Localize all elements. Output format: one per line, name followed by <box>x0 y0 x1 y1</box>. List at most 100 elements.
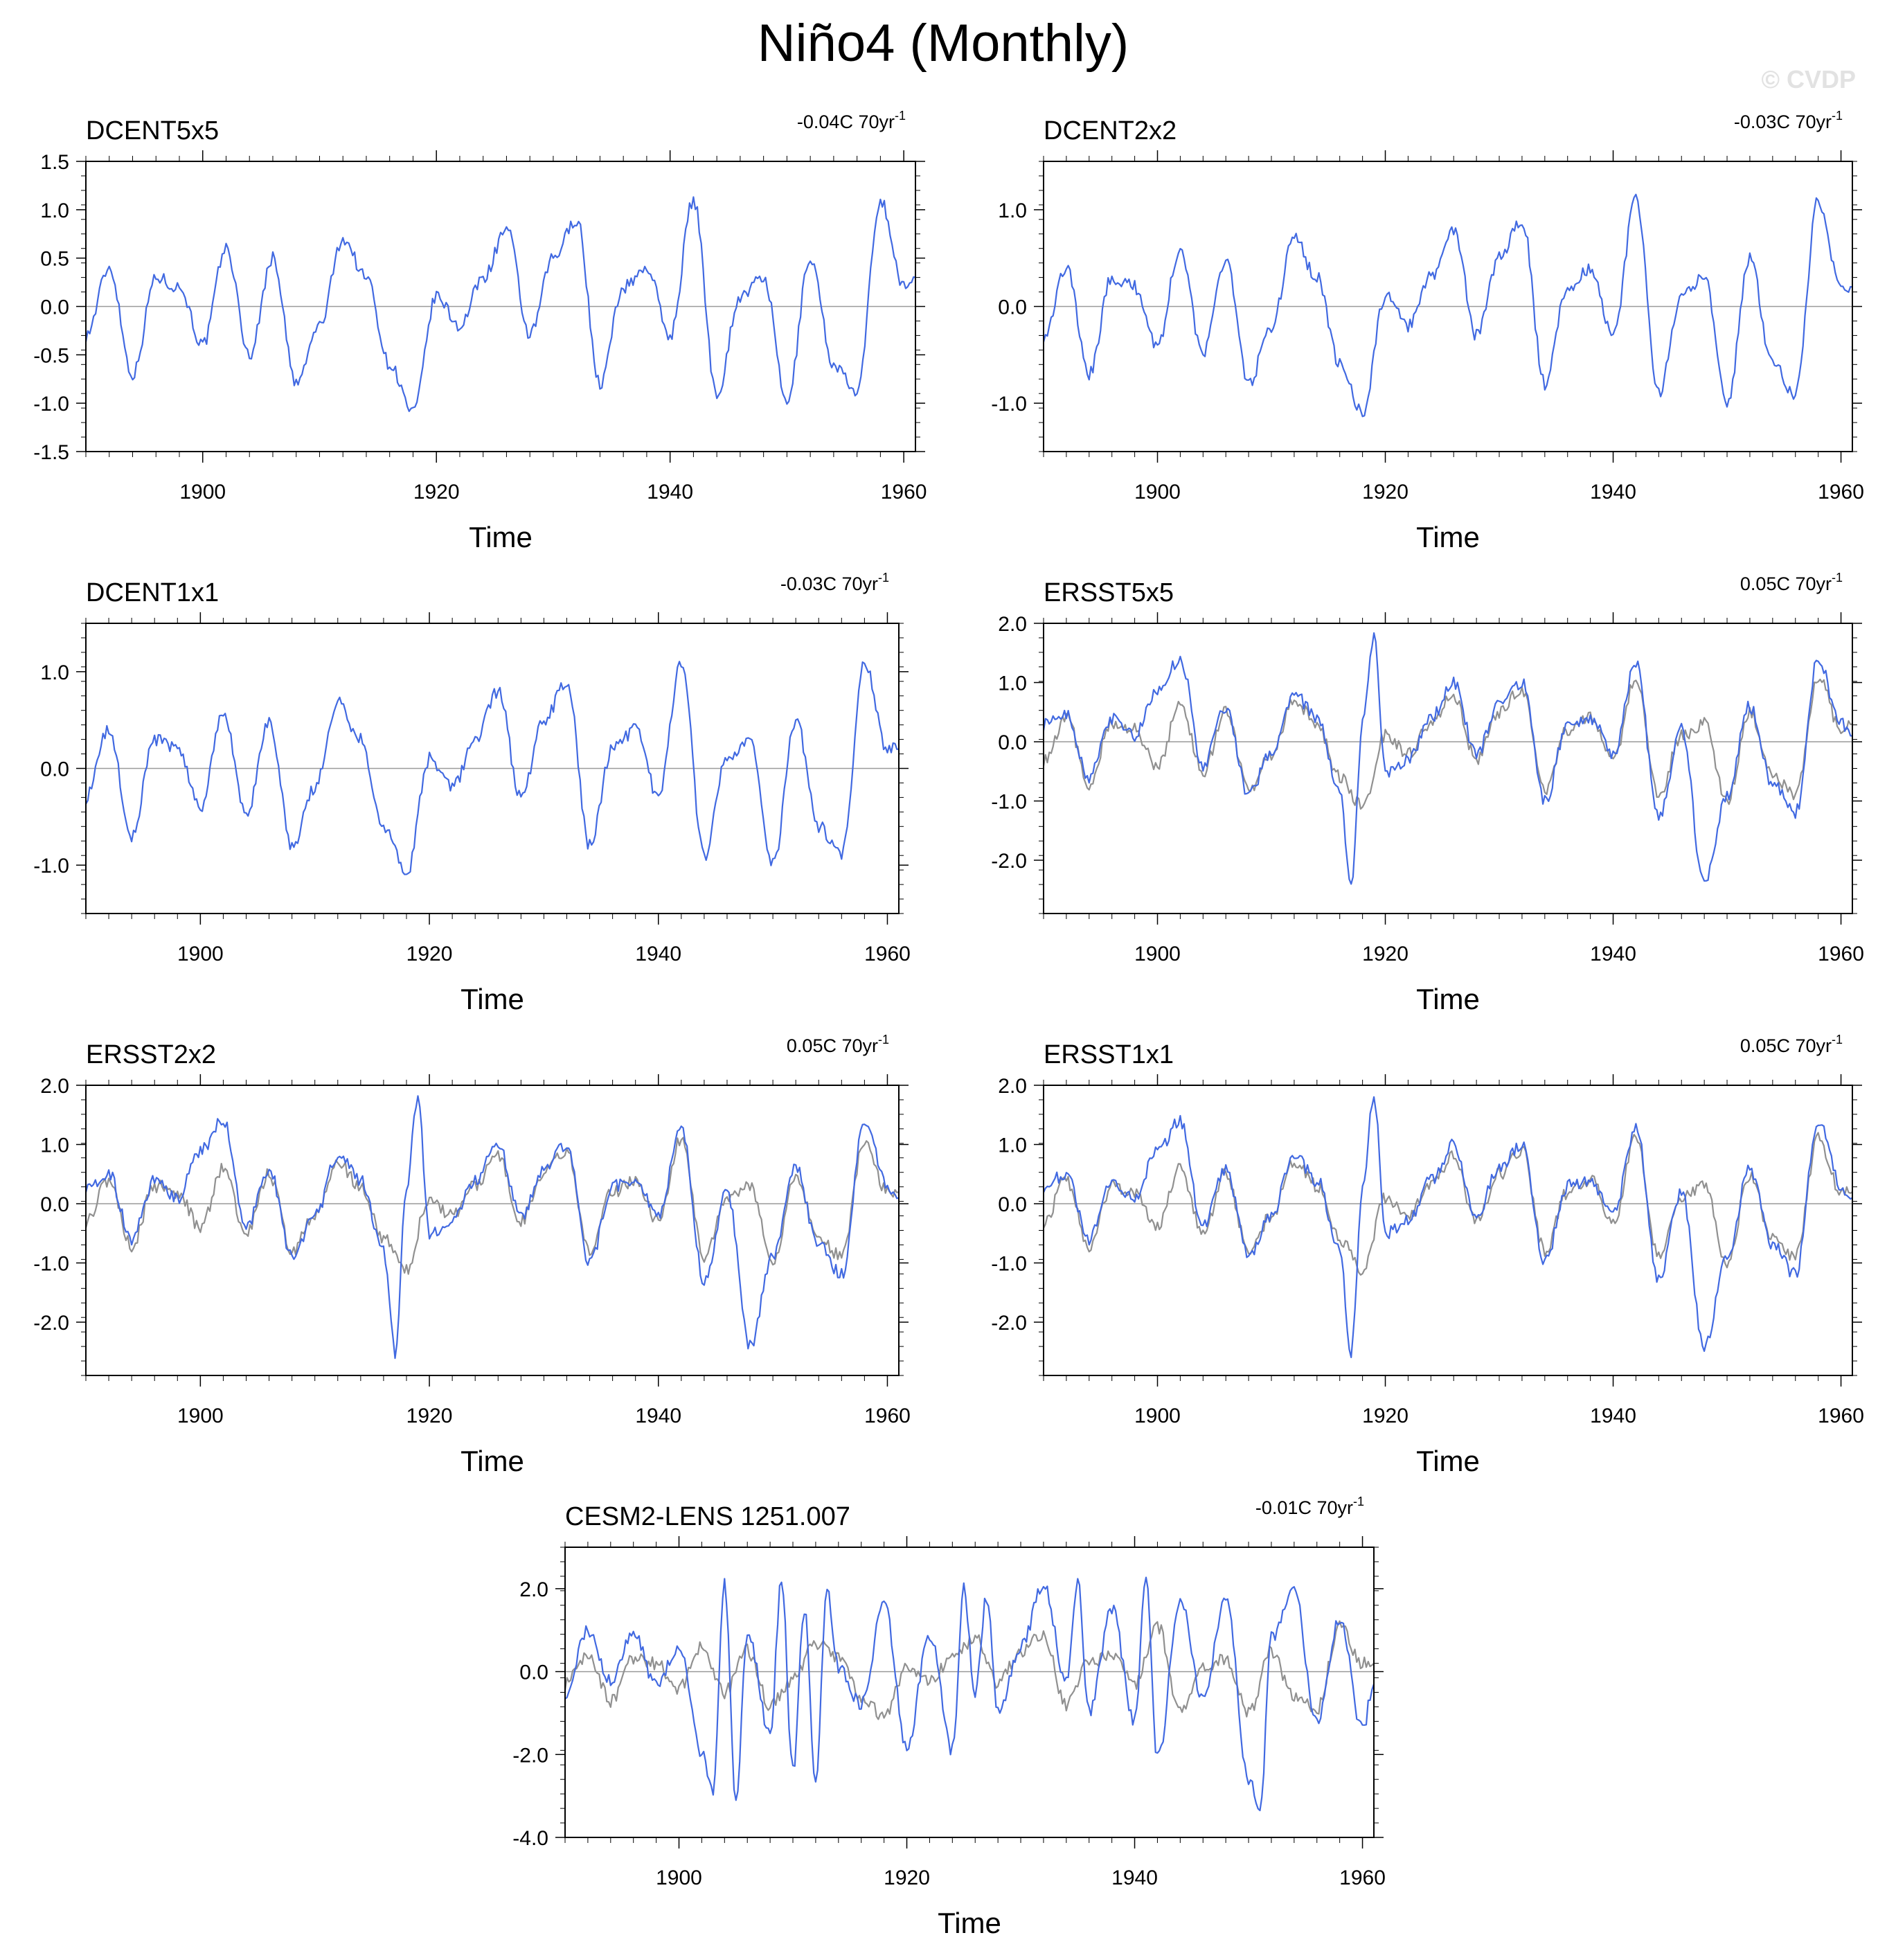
x-tick-label: 1960 <box>1818 481 1864 504</box>
x-tick-label: 1920 <box>884 1867 930 1889</box>
trend-superscript: -1 <box>878 571 889 585</box>
plot-frame <box>1043 161 1853 452</box>
plot-frame <box>85 161 916 452</box>
x-tick-label: 1960 <box>864 943 911 965</box>
trend-label: 0.05C 70yr-1 <box>1740 571 1843 594</box>
y-tick-label: 2.0 <box>40 1075 69 1098</box>
x-tick-label: 1900 <box>656 1867 702 1889</box>
y-tick-label: -1.5 <box>33 441 69 464</box>
y-tick-label: 1.0 <box>40 661 69 684</box>
x-axis-label: Time <box>1416 521 1480 553</box>
chart-panel-3: DCENT1x1 -0.03C 70yr-1 -1.0 0.0 1.0 1900 1920 1… <box>33 571 911 1015</box>
panel-title: CESM2-LENS 1251.007 <box>565 1502 850 1531</box>
y-tick-label: -1.0 <box>33 1253 69 1276</box>
y-tick-label: 0.0 <box>519 1661 548 1684</box>
chart-panel-2: DCENT2x2 -0.03C 70yr-1 -1.0 0.0 1.0 1900 1920 1… <box>991 109 1864 553</box>
plot-frame <box>85 623 900 914</box>
x-tick-label: 1920 <box>413 481 460 504</box>
x-tick-label: 1920 <box>1362 943 1408 965</box>
y-tick-label: 2.0 <box>998 613 1027 636</box>
y-tick-label: -2.0 <box>991 1312 1027 1335</box>
trend-superscript: -1 <box>895 109 906 123</box>
x-tick-label: 1900 <box>1134 481 1181 504</box>
x-tick-label: 1960 <box>881 481 927 504</box>
series-line-dcent2x2 <box>1042 193 1853 418</box>
x-tick-label: 1900 <box>177 943 224 965</box>
panel-title: DCENT5x5 <box>86 116 219 145</box>
panel-title: ERSST2x2 <box>86 1040 216 1069</box>
y-tick-label: -1.0 <box>991 791 1027 814</box>
trend-label: -0.01C 70yr-1 <box>1255 1495 1364 1518</box>
x-tick-label: 1900 <box>1134 943 1181 965</box>
series-line-ersst2x2 <box>84 1095 900 1360</box>
trend-value: -0.03C 70yr <box>1734 112 1832 132</box>
y-tick-label: 2.0 <box>998 1075 1027 1098</box>
chart-panel-1: DCENT5x5 -0.04C 70yr-1 -1.5 -1.0 -0.5 0.0 0.5 1… <box>33 109 927 553</box>
x-tick-label: 1920 <box>406 1405 453 1427</box>
x-tick-label: 1920 <box>406 943 453 965</box>
series-line-dcent5x5 <box>1042 678 1853 810</box>
trend-value: 0.05C 70yr <box>1740 573 1832 594</box>
series-line-dcent2x2 <box>84 1137 900 1275</box>
trend-value: 0.05C 70yr <box>787 1035 878 1056</box>
y-tick-label: -1.0 <box>991 1253 1027 1276</box>
x-tick-label: 1900 <box>177 1405 224 1427</box>
x-tick-label: 1960 <box>864 1405 911 1427</box>
trend-value: -0.03C 70yr <box>780 573 878 594</box>
trend-label: 0.05C 70yr-1 <box>787 1033 889 1056</box>
series-line-ersst5x5 <box>1042 632 1853 885</box>
plot-frame <box>564 1547 1375 1838</box>
x-axis-label: Time <box>1416 1445 1480 1477</box>
x-tick-label: 1960 <box>1339 1867 1386 1889</box>
chart-panel-5: ERSST2x2 0.05C 70yr-1 -2.0 -1.0 0.0 1.0 2.0 190… <box>33 1033 911 1477</box>
series-line-dcent1x1 <box>1043 1132 1853 1276</box>
series-line-cesm2-lens-1251-007 <box>564 1576 1375 1812</box>
panel-title: DCENT1x1 <box>86 578 219 607</box>
plot-frame <box>1043 623 1853 914</box>
y-tick-label: 0.0 <box>998 296 1027 319</box>
trend-superscript: -1 <box>1832 571 1843 585</box>
y-tick-label: 1.0 <box>40 199 69 222</box>
y-tick-label: 0.0 <box>998 1193 1027 1216</box>
chart-panel-4: ERSST5x5 0.05C 70yr-1 -2.0 -1.0 0.0 1.0 2.0 190… <box>991 571 1864 1015</box>
trend-value: -0.04C 70yr <box>797 112 895 132</box>
panel-title: DCENT2x2 <box>1044 116 1177 145</box>
y-tick-label: 0.5 <box>40 248 69 271</box>
plot-frame <box>85 1085 900 1376</box>
y-tick-label: 2.0 <box>519 1578 548 1601</box>
x-axis-label: Time <box>469 521 533 553</box>
trend-superscript: -1 <box>1832 1033 1843 1046</box>
trend-label: -0.04C 70yr-1 <box>797 109 906 132</box>
trend-label: -0.03C 70yr-1 <box>780 571 889 594</box>
x-tick-label: 1940 <box>1590 481 1636 504</box>
x-tick-label: 1940 <box>1590 943 1636 965</box>
y-tick-label: 1.5 <box>40 151 69 174</box>
y-tick-label: -2.0 <box>991 850 1027 873</box>
y-tick-label: -2.0 <box>512 1744 548 1767</box>
y-tick-label: -1.0 <box>33 393 69 416</box>
y-tick-label: 1.0 <box>998 672 1027 695</box>
x-tick-label: 1960 <box>1818 943 1864 965</box>
y-tick-label: -0.5 <box>33 344 69 367</box>
y-tick-label: 0.0 <box>998 731 1027 754</box>
x-tick-label: 1940 <box>1111 1867 1158 1889</box>
trend-superscript: -1 <box>1832 109 1843 123</box>
trend-label: 0.05C 70yr-1 <box>1740 1033 1843 1056</box>
figure-title: Niño4 (Monthly) <box>758 14 1129 73</box>
x-axis-label: Time <box>460 983 524 1015</box>
x-tick-label: 1940 <box>635 1405 681 1427</box>
y-tick-label: -1.0 <box>991 393 1027 416</box>
x-tick-label: 1940 <box>1590 1405 1636 1427</box>
x-tick-label: 1920 <box>1362 481 1408 504</box>
y-tick-label: -2.0 <box>33 1312 69 1335</box>
trend-value: 0.05C 70yr <box>1740 1035 1832 1056</box>
x-axis-label: Time <box>1416 983 1480 1015</box>
x-axis-label: Time <box>938 1907 1001 1939</box>
y-tick-label: 0.0 <box>40 758 69 781</box>
panel-title: ERSST1x1 <box>1044 1040 1174 1069</box>
y-tick-label: 1.0 <box>40 1134 69 1157</box>
x-axis-label: Time <box>460 1445 524 1477</box>
x-tick-label: 1900 <box>1134 1405 1181 1427</box>
x-tick-label: 1960 <box>1818 1405 1864 1427</box>
